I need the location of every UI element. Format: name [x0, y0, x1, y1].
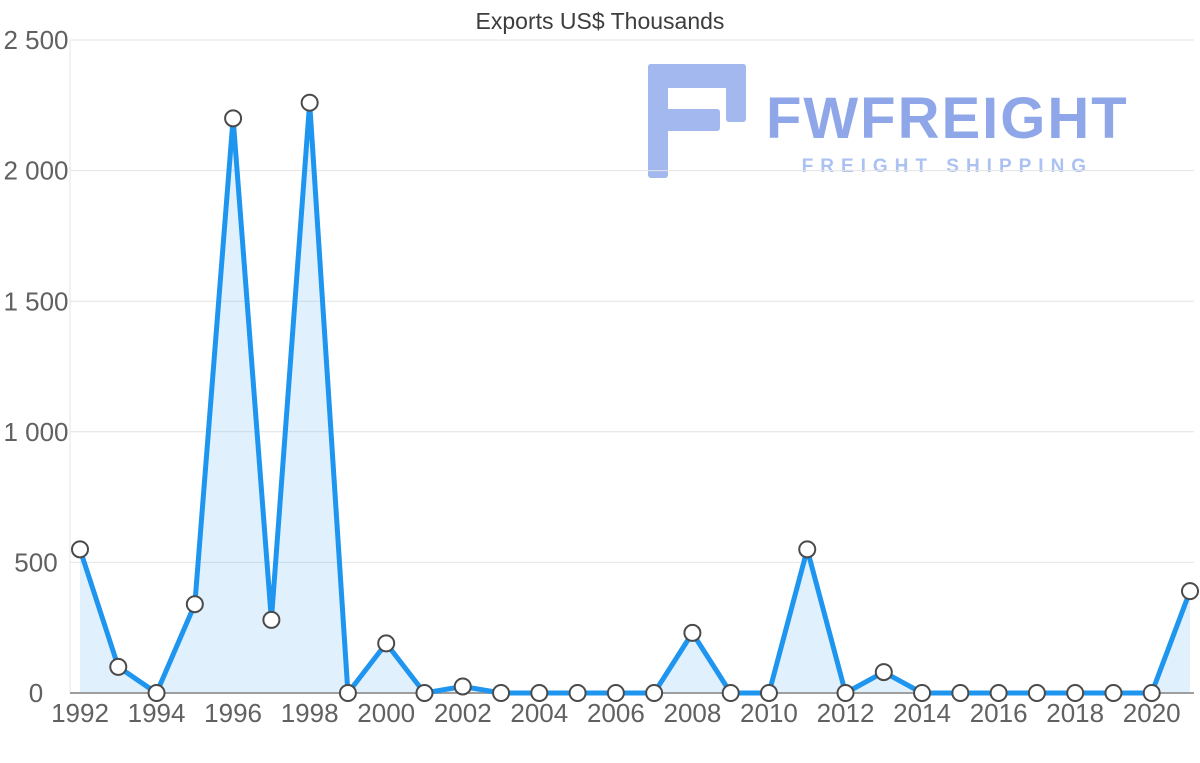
- data-point-marker: [759, 684, 778, 702]
- data-point-marker: [1181, 582, 1199, 601]
- data-point-marker: [453, 677, 472, 696]
- data-point-marker: [645, 684, 664, 702]
- data-point-marker: [338, 684, 357, 702]
- fwfreight-logo-icon: [648, 64, 746, 178]
- x-tick-label: 2006: [587, 698, 645, 728]
- y-tick-label: 1 500: [3, 286, 68, 316]
- data-point-marker: [492, 684, 511, 702]
- x-tick-label: 1996: [204, 698, 262, 728]
- data-point-marker: [224, 109, 243, 128]
- data-point-marker: [606, 684, 625, 702]
- y-tick-label: 500: [14, 548, 57, 578]
- y-tick-label: 2 500: [3, 25, 68, 55]
- y-tick-label: 1 000: [3, 417, 68, 447]
- data-point-marker: [377, 634, 396, 653]
- fwfreight-logo-text: FWFREIGHT FREIGHT SHIPPING: [766, 90, 1129, 178]
- fwfreight-brand-name: FWFREIGHT: [766, 86, 1129, 151]
- x-tick-label: 1994: [128, 698, 186, 728]
- data-point-marker: [530, 684, 549, 702]
- x-tick-label: 2014: [893, 698, 951, 728]
- data-point-marker: [798, 540, 817, 559]
- x-tick-label: 2002: [434, 698, 492, 728]
- data-point-marker: [109, 657, 128, 676]
- x-tick-label: 2008: [663, 698, 721, 728]
- x-tick-label: 2012: [817, 698, 875, 728]
- data-point-marker: [951, 684, 970, 702]
- data-point-marker: [300, 93, 319, 112]
- data-point-marker: [989, 684, 1008, 702]
- data-point-marker: [1066, 684, 1085, 702]
- x-tick-label: 1992: [51, 698, 109, 728]
- chart-title: Exports US$ Thousands: [475, 8, 725, 34]
- x-tick-label: 2020: [1123, 698, 1181, 728]
- data-point-marker: [1104, 684, 1123, 702]
- data-point-marker: [415, 684, 434, 702]
- x-tick-label: 1998: [281, 698, 339, 728]
- data-point-marker: [147, 684, 166, 702]
- x-tick-label: 2000: [357, 698, 415, 728]
- data-point-marker: [568, 684, 587, 702]
- x-tick-label: 2018: [1046, 698, 1104, 728]
- data-point-marker: [836, 684, 855, 702]
- y-tick-label: 2 000: [3, 156, 68, 186]
- x-tick-label: 2010: [740, 698, 798, 728]
- fwfreight-tagline: FREIGHT SHIPPING: [801, 156, 1094, 177]
- y-tick-label: 0: [29, 678, 43, 708]
- data-point-marker: [683, 623, 702, 642]
- x-tick-label: 2016: [970, 698, 1028, 728]
- data-point-marker: [913, 684, 932, 702]
- data-point-marker: [1142, 684, 1161, 702]
- data-point-marker: [185, 595, 204, 614]
- data-point-marker: [874, 663, 893, 682]
- data-point-marker: [1027, 684, 1046, 702]
- data-point-marker: [71, 540, 89, 559]
- data-point-marker: [721, 684, 740, 702]
- area-fill: [80, 102, 1190, 694]
- fwfreight-watermark: FWFREIGHT FREIGHT SHIPPING: [648, 64, 1129, 178]
- x-tick-label: 2004: [510, 698, 568, 728]
- data-point-marker: [262, 610, 281, 629]
